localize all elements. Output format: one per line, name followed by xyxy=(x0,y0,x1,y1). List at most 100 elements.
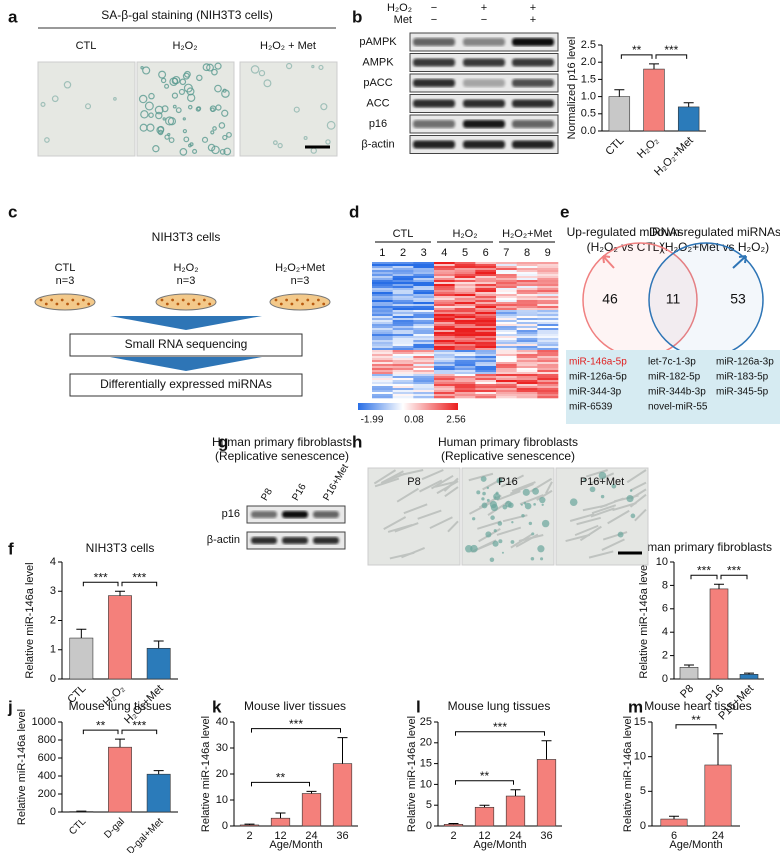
heatmap-cell xyxy=(413,314,435,317)
heatmap-cell xyxy=(516,348,538,351)
heatmap-cell xyxy=(392,272,414,275)
heatmap-cell xyxy=(496,354,517,357)
significance-label: ** xyxy=(480,769,490,783)
heatmap-cell xyxy=(537,342,559,345)
heatmap-cell xyxy=(413,378,435,381)
stain-spot xyxy=(172,75,181,85)
heatmap-cell xyxy=(454,262,476,265)
scale-label: -1.99 xyxy=(361,415,384,426)
cell xyxy=(279,302,283,306)
heatmap-cell xyxy=(537,358,559,361)
heatmap-cell xyxy=(496,352,517,355)
mirna-box xyxy=(566,350,780,424)
heatmap-cell xyxy=(454,360,476,363)
heatmap-cell xyxy=(475,364,497,367)
cell-streak xyxy=(389,551,415,560)
heatmap-cell xyxy=(475,278,497,281)
heatmap-cell xyxy=(392,332,414,335)
heatmap-cell xyxy=(537,352,559,355)
cell xyxy=(317,298,320,302)
heatmap-cell xyxy=(434,386,455,389)
heatmap-cell xyxy=(434,266,455,269)
heatmap-cell xyxy=(516,388,538,391)
heatmap-cell xyxy=(392,372,414,375)
heatmap-cell xyxy=(372,394,393,397)
stain-spot xyxy=(569,498,578,506)
micrograph xyxy=(239,61,338,157)
significance-bracket xyxy=(690,574,718,580)
stain-spot xyxy=(626,495,634,503)
heatmap-cell xyxy=(516,284,538,287)
heatmap-cell xyxy=(413,304,435,307)
error-bar xyxy=(510,789,521,797)
heatmap-cell xyxy=(413,346,435,349)
heatmap-cell xyxy=(516,268,538,271)
cell xyxy=(55,302,59,306)
heatmap-cell xyxy=(454,354,476,357)
y-axis-title: Relative miR-146a level xyxy=(200,716,212,832)
heatmap-cell xyxy=(434,312,455,315)
heatmap-cell xyxy=(496,300,517,303)
cell-streak xyxy=(590,507,615,518)
heatmap-cell xyxy=(537,376,559,379)
stain-spot xyxy=(178,88,186,95)
stain-spot xyxy=(530,557,535,561)
heatmap-cell xyxy=(516,338,538,341)
stain-spot xyxy=(583,478,587,482)
heatmap-cell xyxy=(537,344,559,347)
stain-spot xyxy=(476,490,481,495)
heatmap-cell xyxy=(392,382,414,385)
stain-spot xyxy=(490,515,495,520)
error-bar xyxy=(479,804,490,808)
heatmap-cell xyxy=(392,346,414,349)
step-label: Small RNA sequencing xyxy=(125,337,248,351)
heatmap-cell xyxy=(475,372,497,375)
heatmap-cell xyxy=(475,318,497,321)
heatmap-cell xyxy=(516,328,538,331)
heatmap-cell xyxy=(454,388,476,391)
heatmap-cell xyxy=(413,326,435,329)
blot-band xyxy=(313,537,339,544)
bar xyxy=(69,637,94,680)
x-axis-title: Age/Month xyxy=(269,839,322,851)
heatmap-cell xyxy=(454,390,476,393)
cell xyxy=(274,298,278,302)
cell xyxy=(306,298,310,302)
heatmap-cell xyxy=(413,292,435,295)
heatmap-cell xyxy=(516,364,538,367)
heatmap-cell xyxy=(454,364,476,367)
step-box xyxy=(69,333,303,357)
stain-spot xyxy=(211,68,218,76)
panel-title: SA-β-gal staining (NIH3T3 cells) xyxy=(101,8,273,22)
heatmap-cell xyxy=(454,328,476,331)
significance-bracket xyxy=(455,731,545,736)
heatmap-cell xyxy=(475,262,497,265)
heatmap-cell xyxy=(496,264,517,267)
heatmap-cell xyxy=(496,332,517,335)
y-tick-label: 10 xyxy=(420,778,432,790)
heatmap-cell xyxy=(454,356,476,359)
heatmap-cell xyxy=(475,286,497,289)
cell-streak xyxy=(436,480,459,495)
heatmap-cell xyxy=(413,276,435,279)
heatmap-cell xyxy=(372,374,393,377)
heatmap-cell xyxy=(434,304,455,307)
y-axis-title: Relative miR-146a level xyxy=(16,709,28,825)
heatmap-cell xyxy=(392,300,414,303)
heatmap-cell xyxy=(516,306,538,309)
cell xyxy=(187,302,190,306)
cell xyxy=(76,302,80,306)
heatmap-cell xyxy=(516,272,538,275)
stain-spot xyxy=(250,65,260,74)
heatmap-cell xyxy=(475,390,497,393)
bar xyxy=(146,647,171,680)
heatmap-cell xyxy=(392,292,414,295)
heatmap-cell xyxy=(516,376,538,379)
heatmap-cell xyxy=(372,330,393,333)
heatmap-cell xyxy=(413,336,435,339)
sample-label: 8 xyxy=(524,247,530,259)
heatmap-cell xyxy=(537,292,559,295)
group-name: H₂O₂ xyxy=(173,262,198,274)
blot-row-label: ACC xyxy=(366,97,389,109)
stain-spot xyxy=(172,104,177,109)
